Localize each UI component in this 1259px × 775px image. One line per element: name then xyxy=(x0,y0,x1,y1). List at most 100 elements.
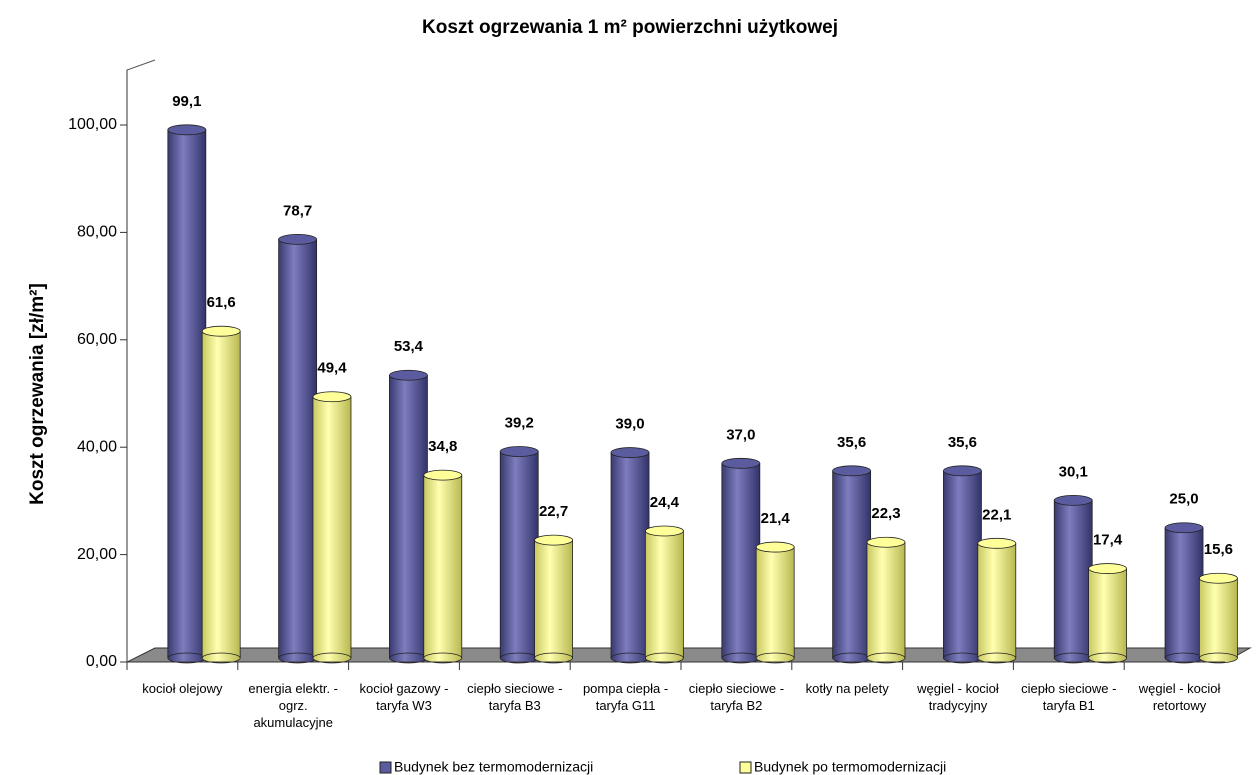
y-tick-label: 80,00 xyxy=(77,224,117,241)
bar xyxy=(1053,494,1093,664)
bar xyxy=(610,447,650,664)
data-label: 99,1 xyxy=(172,93,201,110)
bar-body xyxy=(278,238,318,659)
bar-top xyxy=(389,369,428,381)
data-label: 53,4 xyxy=(394,338,424,355)
back-wall xyxy=(126,59,156,662)
bar-top xyxy=(201,325,241,337)
data-label: 22,7 xyxy=(539,503,568,520)
x-tick-label: kocioł olejowy xyxy=(142,681,223,696)
bar xyxy=(644,525,684,664)
bar-body xyxy=(1088,568,1127,659)
data-label: 78,7 xyxy=(283,202,312,219)
bar-top xyxy=(1164,522,1204,534)
bar-body xyxy=(866,541,906,659)
data-label: 25,0 xyxy=(1169,491,1198,508)
bar-bottom xyxy=(1088,652,1127,664)
legend-label: Budynek bez termomodernizacji xyxy=(394,759,593,775)
bar-body xyxy=(1164,527,1204,659)
data-label: 35,6 xyxy=(948,434,977,451)
bar-top xyxy=(866,536,906,548)
x-tick-label: węgiel - kocioł tradycyjny xyxy=(917,681,999,713)
bar xyxy=(167,124,207,664)
bar xyxy=(423,469,463,664)
data-label: 37,0 xyxy=(726,426,755,443)
data-label: 17,4 xyxy=(1093,532,1123,549)
bar-bottom xyxy=(312,652,352,664)
bar-top xyxy=(755,541,795,553)
bar xyxy=(534,534,573,664)
bar-body xyxy=(389,374,428,659)
bar-top xyxy=(1088,563,1127,574)
bar-bottom xyxy=(423,652,463,664)
bar xyxy=(755,541,795,664)
x-tick-label: ciepło sieciowe - taryfa B1 xyxy=(1021,681,1117,713)
bar-top xyxy=(644,525,684,537)
data-label: 22,3 xyxy=(871,505,900,522)
bar-body xyxy=(1198,577,1238,659)
bar xyxy=(977,537,1017,664)
bar-bottom xyxy=(977,652,1017,664)
data-label: 22,1 xyxy=(982,506,1011,523)
legend-swatch xyxy=(379,761,392,774)
x-tick-label: kotły na pelety xyxy=(805,681,889,696)
bar-bottom xyxy=(866,652,906,664)
data-label: 30,1 xyxy=(1059,463,1088,480)
bar xyxy=(278,233,318,664)
chart-title: Koszt ogrzewania 1 m² powierzchni użytko… xyxy=(422,17,838,38)
bar-bottom xyxy=(644,652,684,664)
bar xyxy=(312,391,352,664)
bar-top xyxy=(832,465,872,477)
bar xyxy=(1164,522,1204,664)
bar-body xyxy=(832,470,872,659)
data-label: 35,6 xyxy=(837,434,866,451)
x-tick-label: kocioł gazowy - taryfa W3 xyxy=(359,681,449,713)
bar-body xyxy=(610,452,650,659)
x-tick-label: energia elektr. - ogrz. akumulacyjne xyxy=(248,681,338,730)
bar-body xyxy=(721,462,761,659)
bar xyxy=(1088,563,1127,664)
data-label: 15,6 xyxy=(1204,541,1233,558)
bar-top xyxy=(721,457,761,469)
bar-top xyxy=(534,534,573,546)
bar-top xyxy=(499,446,539,457)
bar-body xyxy=(534,539,573,659)
bar-bottom xyxy=(1198,652,1238,664)
bar-body xyxy=(201,330,241,659)
bar xyxy=(389,369,428,664)
bar xyxy=(832,465,872,664)
y-tick-label: 0,00 xyxy=(86,653,117,670)
bar-top xyxy=(312,391,352,403)
y-axis-label: Koszt ogrzewania [zł/m²] xyxy=(27,283,48,505)
bar xyxy=(201,325,241,664)
data-label: 24,4 xyxy=(650,494,680,511)
bar-top xyxy=(1053,494,1093,506)
bar xyxy=(866,536,906,664)
bar-bottom xyxy=(755,652,795,664)
x-tick-label: pompa ciepła - taryfa G11 xyxy=(582,681,669,713)
bar-bottom xyxy=(201,652,241,664)
legend-label: Budynek po termomodernizacji xyxy=(754,759,946,775)
bar-top xyxy=(167,124,207,136)
x-tick-label: ciepło sieciowe - taryfa B3 xyxy=(467,681,563,713)
bar-top xyxy=(610,447,650,458)
data-label: 39,2 xyxy=(505,414,534,431)
y-tick-label: 60,00 xyxy=(77,331,117,348)
y-tick-label: 20,00 xyxy=(77,546,117,563)
data-label: 21,4 xyxy=(761,510,791,527)
data-label: 39,0 xyxy=(615,416,644,433)
data-label: 61,6 xyxy=(207,294,236,311)
bar-body xyxy=(644,530,684,659)
data-label: 34,8 xyxy=(428,438,457,455)
bar-bottom xyxy=(534,652,573,664)
bar-body xyxy=(167,129,207,659)
bar-top xyxy=(278,233,318,245)
data-label: 49,4 xyxy=(317,360,347,377)
legend-swatch xyxy=(739,761,752,774)
bar-body xyxy=(1053,499,1093,659)
bar xyxy=(943,465,982,664)
bar-body xyxy=(943,470,982,659)
x-tick-label: węgiel - kocioł retortowy xyxy=(1138,681,1221,713)
